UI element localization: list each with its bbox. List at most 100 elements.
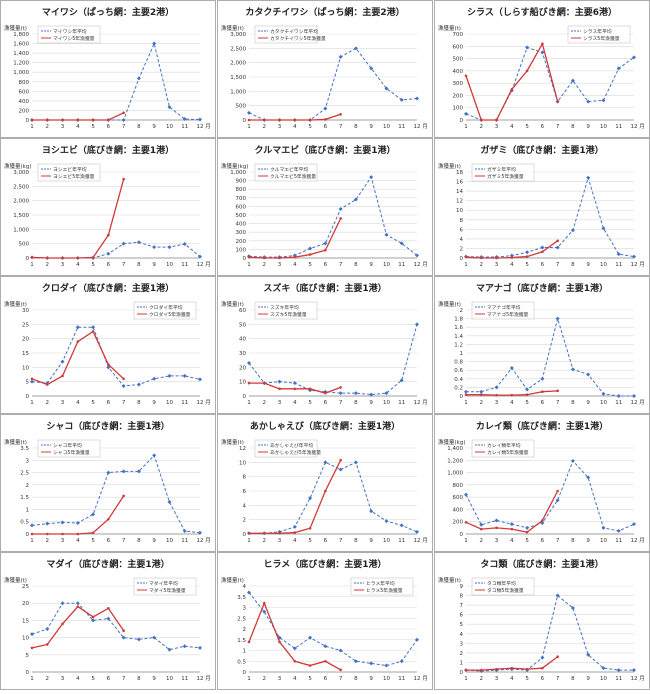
- x-tick-label: 8: [354, 538, 358, 544]
- x-tick-label: 10: [383, 262, 390, 268]
- x-tick-label: 2: [480, 124, 484, 130]
- x-tick-label: 9: [369, 262, 373, 268]
- y-tick-label: 3: [26, 458, 30, 464]
- x-tick-label: 1: [464, 400, 468, 406]
- point-marker: [107, 517, 110, 521]
- point-marker: [616, 66, 621, 71]
- series-line: [31, 326, 201, 387]
- x-tick-label: 3: [495, 676, 499, 682]
- x-tick-label: 5: [91, 676, 95, 682]
- legend-box: [133, 577, 197, 596]
- x-tick-label: 7: [339, 676, 343, 682]
- y-tick-label: 1.5: [237, 638, 246, 644]
- chart-panel: ヒラメ（底びき網：主要1港）漁獲量(t)00.511.522.533.541 2 3…: [217, 552, 433, 690]
- point-marker: [324, 118, 327, 121]
- y-tick-label: 10: [22, 636, 29, 642]
- y-tick-label: 200: [453, 520, 464, 526]
- point-marker: [136, 382, 141, 387]
- y-axis-label: 漁獲量(t): [221, 576, 244, 584]
- point-marker: [369, 175, 374, 180]
- panel-border: [217, 552, 433, 690]
- x-tick-label: 4: [293, 262, 297, 268]
- x-tick-label: 1: [30, 676, 34, 682]
- panel-border: [217, 138, 433, 276]
- y-tick-label: 8: [460, 594, 464, 600]
- y-axis-label: 漁獲量(t): [4, 300, 27, 308]
- y-tick-label: 6: [243, 489, 247, 495]
- point-marker: [415, 322, 419, 327]
- point-marker: [61, 118, 64, 122]
- point-marker: [198, 117, 202, 122]
- x-tick-label: 1: [464, 538, 468, 544]
- panel-border: [217, 414, 433, 552]
- point-marker: [632, 668, 636, 673]
- point-marker: [61, 256, 64, 260]
- point-marker: [122, 494, 125, 498]
- series-line: [466, 316, 634, 397]
- series-line: [465, 175, 635, 258]
- panel-border: [0, 0, 216, 138]
- point-marker: [510, 87, 514, 91]
- point-marker: [586, 372, 591, 377]
- chart-panel: マイワシ（ぱっち網：主要2港） 漁獲量(t) 0 200 400 600 800 1,000 1…: [0, 0, 216, 138]
- x-tick-label: 12: [631, 538, 638, 544]
- y-tick-label: 800: [236, 187, 247, 193]
- point-marker: [198, 645, 202, 650]
- point-marker: [464, 521, 468, 524]
- point-marker: [399, 378, 404, 383]
- point-marker: [586, 99, 591, 104]
- point-marker: [247, 110, 251, 115]
- x-tick-label: 11: [181, 400, 188, 406]
- x-tick-label: 4: [76, 124, 80, 130]
- point-marker: [292, 381, 297, 386]
- point-marker: [198, 377, 202, 382]
- x-tick-label: 10: [383, 400, 390, 406]
- y-tick-label: 200: [236, 239, 247, 245]
- y-tick-label: 0: [243, 256, 247, 262]
- legend-label: カタクチイワシ年平均: [270, 28, 318, 35]
- point-marker: [262, 609, 267, 614]
- x-tick-label: 4: [510, 124, 514, 130]
- y-tick-label: 600: [453, 44, 464, 50]
- x-tick-label: 7: [339, 262, 343, 268]
- legend-label: シラス5年漁獲量: [583, 35, 620, 42]
- y-axis-label: 漁獲量(t): [221, 438, 244, 446]
- y-tick-label: 10: [239, 460, 246, 466]
- point-marker: [495, 526, 498, 530]
- point-marker: [541, 250, 544, 254]
- y-tick-label: 0: [460, 118, 464, 124]
- point-marker: [338, 467, 343, 472]
- point-marker: [167, 105, 172, 110]
- x-tick-label: 9: [152, 676, 156, 682]
- point-marker: [308, 664, 312, 667]
- x-tick-label: 2: [263, 400, 267, 406]
- y-tick-label: 1,000: [230, 170, 246, 176]
- y-tick-label: 8: [243, 475, 247, 481]
- x-tick-label: 9: [152, 124, 156, 130]
- x-tick-label: 7: [339, 400, 343, 406]
- point-marker: [570, 367, 575, 372]
- x-tick-label: 9: [152, 262, 156, 268]
- y-axis-label: 漁獲量(t): [221, 24, 244, 32]
- x-tick-label: 11: [398, 538, 405, 544]
- point-marker: [384, 86, 389, 91]
- y-tick-label: 1,800: [13, 32, 29, 38]
- x-tick-label: 1: [30, 124, 34, 130]
- point-marker: [323, 460, 328, 465]
- x-axis-label: 月: [422, 261, 428, 268]
- x-tick-label: 11: [615, 400, 622, 406]
- point-marker: [247, 531, 251, 535]
- x-tick-label: 10: [166, 400, 173, 406]
- x-tick-label: 7: [122, 538, 126, 544]
- point-marker: [510, 527, 514, 531]
- y-tick-label: 20: [239, 365, 246, 371]
- y-axis-label: 漁獲量(t): [4, 576, 27, 584]
- x-tick-label: 11: [615, 262, 622, 268]
- point-marker: [262, 531, 266, 535]
- y-tick-label: 0.5: [20, 520, 29, 526]
- point-marker: [479, 256, 483, 260]
- legend-label: カレイ類5年漁獲量: [487, 449, 529, 456]
- series-line: [31, 454, 201, 534]
